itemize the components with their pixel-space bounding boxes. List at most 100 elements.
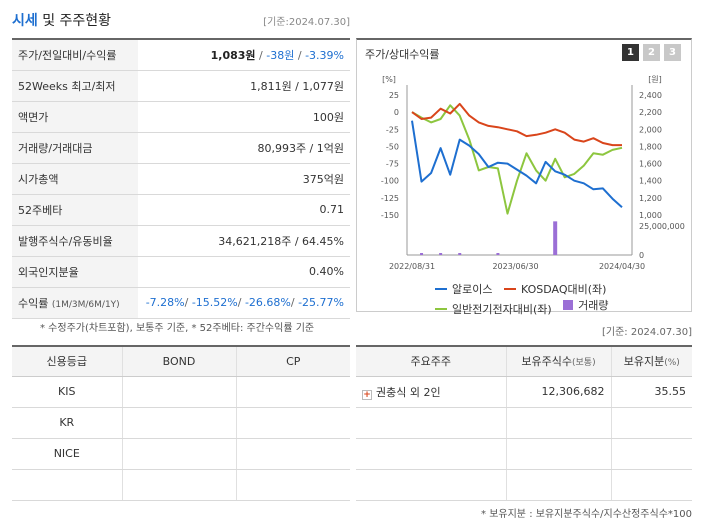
cp-cell: [235, 376, 350, 408]
legend-swatch: [503, 288, 516, 290]
table-row: KR: [12, 407, 350, 439]
info-value: 1,811원 / 1,077원: [138, 70, 350, 102]
info-row: 시가총액 375억원: [12, 163, 350, 195]
info-value: 80,993주 / 1억원: [138, 132, 350, 164]
section-title: 시세 및 주주현황: [12, 13, 112, 29]
shares-cell: [505, 438, 611, 470]
left-tick-label: 25: [389, 91, 399, 100]
right-tick-label: 1,200: [639, 194, 662, 203]
right-tick-label: 1,000: [639, 211, 662, 220]
info-label: 외국인지분율: [12, 256, 138, 288]
holder-name-cell: [356, 438, 506, 470]
info-label: 발행주식수/유동비율: [12, 225, 138, 257]
agency-cell: KR: [12, 407, 122, 439]
left-tick-label: -100: [381, 177, 399, 186]
info-label: 수익률 (1M/3M/6M/1Y): [12, 287, 138, 319]
right-tick-label: 1,800: [639, 142, 662, 151]
holder-name-cell: [356, 407, 506, 439]
left-tick-label: -50: [386, 142, 399, 151]
expand-plus-icon[interactable]: +: [362, 389, 372, 400]
bond-cell: [121, 407, 236, 439]
info-row: 거래량/거래대금 80,993주 / 1억원: [12, 132, 350, 164]
info-row: 발행주식수/유동비율 34,621,218주 / 64.45%: [12, 225, 350, 257]
table-row: [12, 469, 350, 501]
right-tick-label: 2,200: [639, 108, 662, 117]
table-row: [356, 438, 692, 470]
right-tick-label: 1,400: [639, 177, 662, 186]
bond-cell: [121, 376, 236, 408]
volume-bar: [458, 253, 462, 255]
left-tick-label: -75: [386, 160, 399, 169]
table-row: + 권충식 외 2인 12,306,682 35.55: [356, 376, 692, 408]
info-value: 34,621,218주 / 64.45%: [138, 225, 350, 257]
agency-cell: KIS: [12, 376, 122, 408]
cp-cell: [235, 469, 350, 501]
info-label: 시가총액: [12, 163, 138, 195]
cp-cell: [235, 407, 350, 439]
volume-tick-label: 0: [639, 251, 644, 260]
agency-cell: [12, 469, 122, 501]
right-tick-label: 2,400: [639, 91, 662, 100]
table-row: [356, 469, 692, 501]
x-tick-label: 2024/04/30: [599, 262, 645, 271]
major-shareholders-table: 주요주주 보유주식수(보통) 보유지분(%) + 권충식 외 2인 12,306,…: [356, 345, 692, 501]
base-date-right: [기준: 2024.07.30]: [601, 327, 692, 338]
pct-cell: 35.55: [610, 376, 692, 408]
pct-cell: [610, 438, 692, 470]
right-tick-label: 1,600: [639, 160, 662, 169]
footnote-right: * 보유지분 : 보유지분주식수/지수산정주식수*100: [481, 509, 692, 520]
info-row: 52Weeks 최고/최저 1,811원 / 1,077원: [12, 70, 350, 102]
credit-rating-table: 신용등급 BOND CP KIS KR NICE: [12, 345, 350, 501]
table-row: KIS: [12, 376, 350, 408]
volume-bar: [420, 253, 424, 255]
volume-bar: [553, 221, 558, 255]
series-line: [411, 102, 622, 147]
column-header: 주요주주: [356, 346, 506, 377]
price-chart: [%] [원] 25 0 -25 -50 -75 -100 -125 -150 2,400 2,200…: [381, 75, 685, 271]
chart-panel: 주가/상대수익률 1 2 3 [%] [원] 25 0 -25 -50 -75 -100 -12…: [356, 38, 692, 316]
column-header: 보유지분(%): [610, 346, 692, 377]
left-tick-label: -150: [381, 211, 399, 220]
chart-legend: 알로이스 KOSDAQ대비(좌) 일반전기전자대비(좌) 거래량: [435, 280, 685, 317]
table-row: NICE: [12, 438, 350, 470]
holder-name-cell[interactable]: + 권충식 외 2인: [356, 376, 506, 408]
x-tick-label: 2022/08/31: [389, 262, 435, 271]
chart-tab-3[interactable]: 3: [664, 44, 681, 61]
left-tick-label: -125: [381, 194, 399, 203]
info-row-price: 주가/전일대비/수익률 1,083원 / -38원 / -3.39%: [12, 39, 350, 71]
chart-tab-1[interactable]: 1: [622, 44, 639, 61]
column-header: 신용등급: [12, 346, 122, 377]
series-line: [411, 104, 623, 215]
legend-swatch: [435, 288, 447, 290]
legend-item: 거래량: [563, 297, 609, 313]
info-value: 100원: [138, 101, 350, 133]
info-row: 외국인지분율 0.40%: [12, 256, 350, 288]
pct-cell: [610, 407, 692, 439]
info-value: 375억원: [138, 163, 350, 195]
shares-cell: [505, 407, 611, 439]
info-row: 액면가 100원: [12, 101, 350, 133]
info-label: 52주베타: [12, 194, 138, 226]
legend-item: KOSDAQ대비(좌): [503, 281, 606, 297]
left-tick-label: -25: [386, 125, 399, 134]
chart-title: 주가/상대수익률: [365, 48, 440, 61]
info-row: 52주베타 0.71: [12, 194, 350, 226]
agency-cell: NICE: [12, 438, 122, 470]
info-value: 0.71: [138, 194, 350, 226]
base-date: [기준:2024.07.30]: [263, 17, 350, 28]
series-line: [411, 120, 623, 209]
section-header: 시세 및 주주현황 [기준:2024.07.30]: [12, 10, 350, 32]
table-row: [356, 407, 692, 439]
left-tick-label: 0: [394, 108, 399, 117]
chart-tab-2[interactable]: 2: [643, 44, 660, 61]
column-header: 보유주식수(보통): [505, 346, 611, 377]
right-axis-unit: [원]: [648, 75, 662, 84]
info-label: 주가/전일대비/수익률: [12, 39, 138, 71]
table-header: 주요주주 보유주식수(보통) 보유지분(%): [356, 346, 692, 377]
cp-cell: [235, 438, 350, 470]
info-label: 거래량/거래대금: [12, 132, 138, 164]
info-label: 액면가: [12, 101, 138, 133]
x-tick-label: 2023/06/30: [492, 262, 538, 271]
column-header: BOND: [121, 346, 236, 377]
stock-info-table: 주가/전일대비/수익률 1,083원 / -38원 / -3.39% 52Wee…: [12, 38, 350, 319]
